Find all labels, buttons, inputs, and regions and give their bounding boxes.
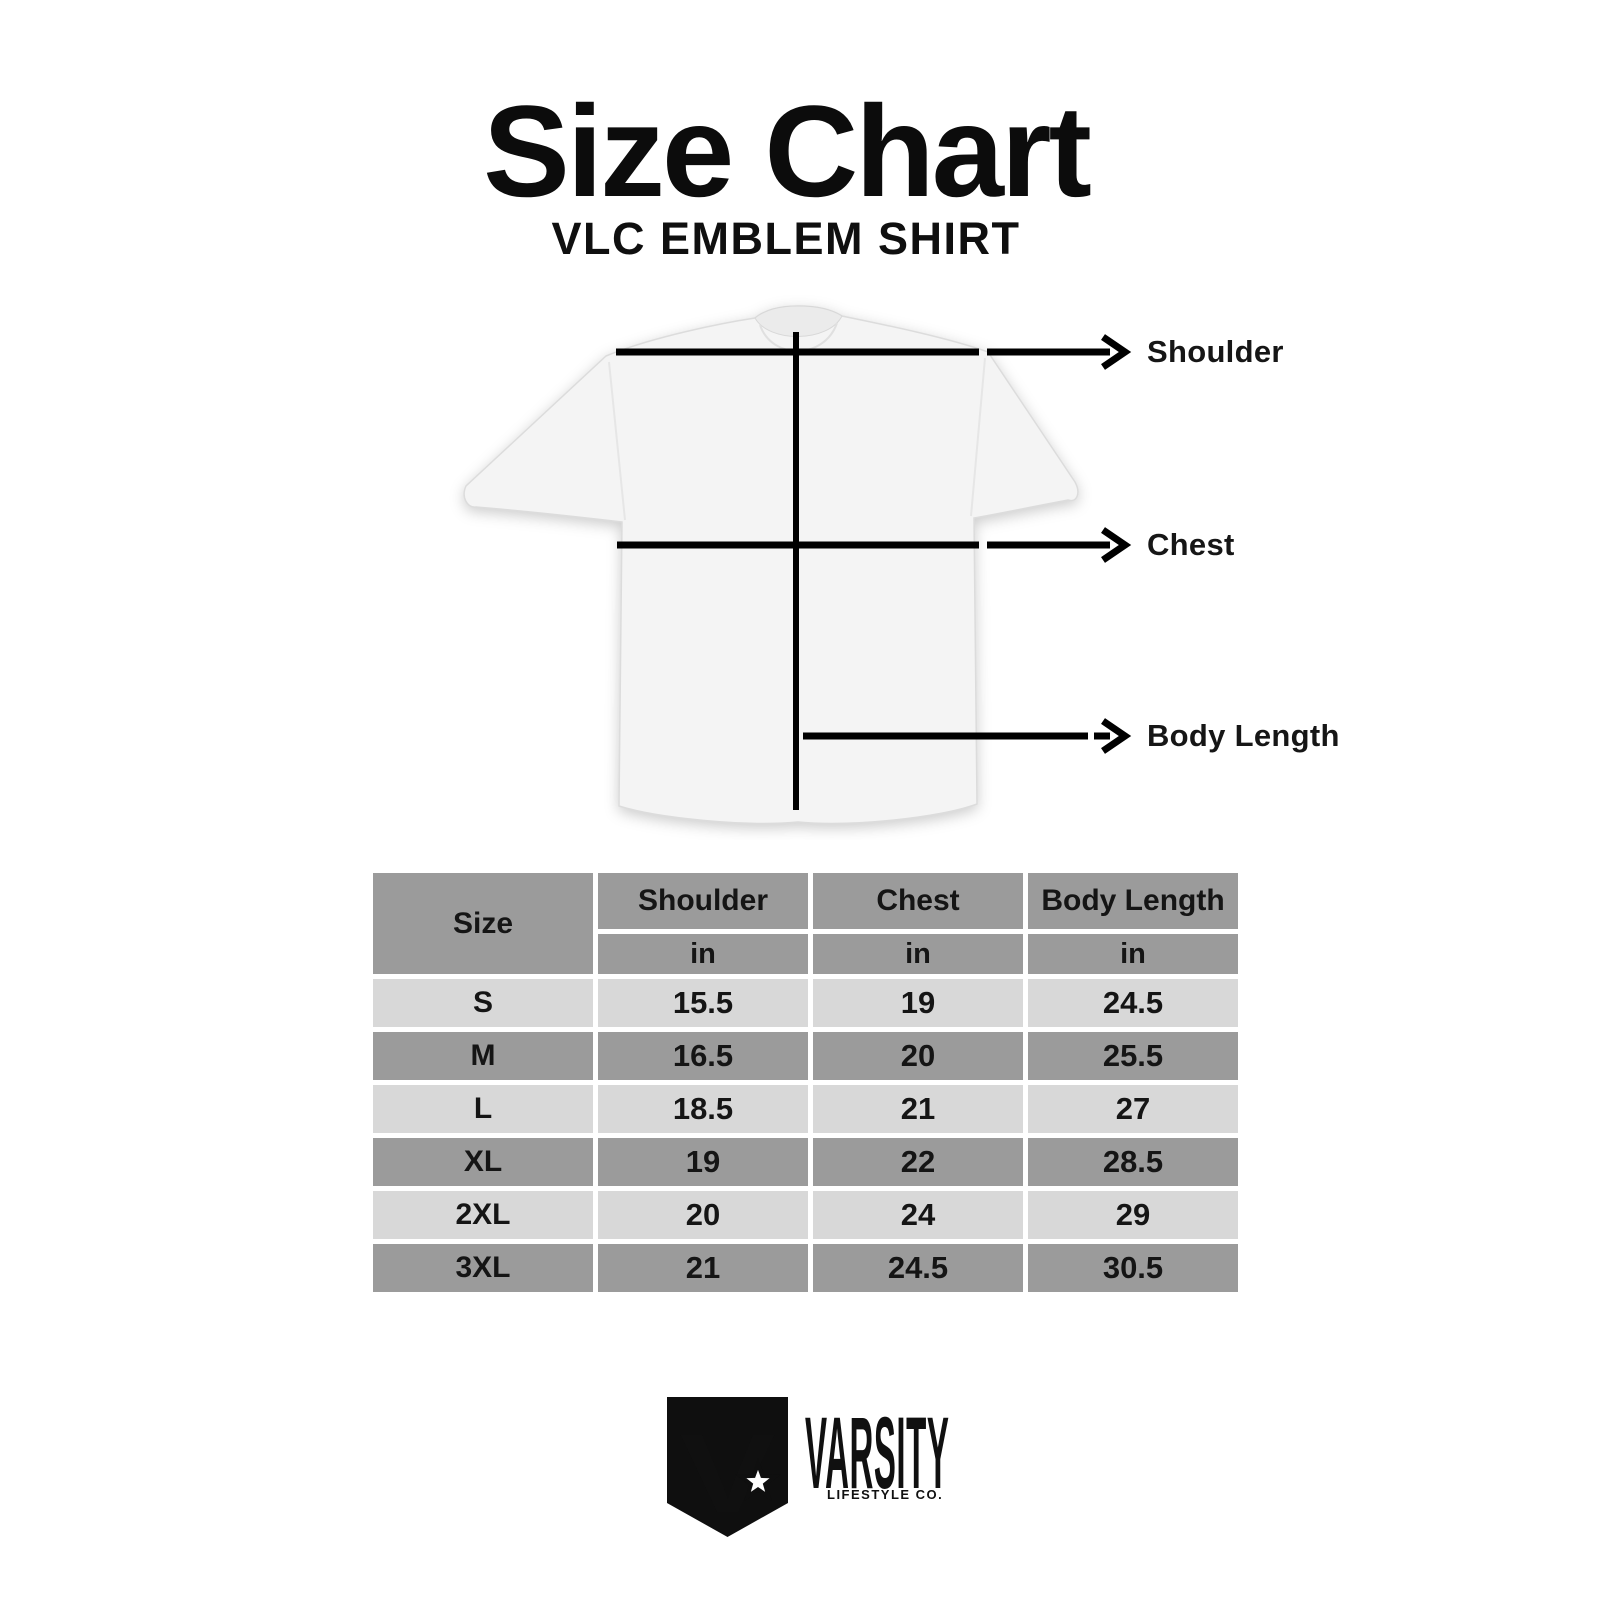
body-length-value: 30.5: [1028, 1244, 1238, 1292]
chest-value: 24.5: [813, 1244, 1023, 1292]
unit-chest: in: [813, 934, 1023, 974]
brand-logo: V VARSITY LIFESTYLE CO.: [667, 1397, 949, 1537]
body-length-value: 25.5: [1028, 1032, 1238, 1080]
chest-arrowhead-icon: [1101, 527, 1132, 563]
logo-tagline-text: LIFESTYLE CO.: [827, 1487, 943, 1502]
table-row-m: M 16.5 20 25.5: [373, 1032, 1238, 1080]
table-row-3xl: 3XL 21 24.5 30.5: [373, 1244, 1238, 1292]
shoulder-value: 15.5: [598, 979, 808, 1027]
right-sleeve-seam: [970, 357, 986, 517]
size-cell: XL: [373, 1138, 593, 1186]
size-cell: 2XL: [373, 1191, 593, 1239]
table-row-l: L 18.5 21 27: [373, 1085, 1238, 1133]
table-unit-row: in in in: [373, 934, 1238, 974]
table-row-2xl: 2XL 20 24 29: [373, 1191, 1238, 1239]
chest-value: 24: [813, 1191, 1023, 1239]
col-header-chest: Chest: [813, 873, 1023, 929]
logo-brand-text: VARSITY: [805, 1397, 949, 1511]
page-subtitle: VLC EMBLEM SHIRT: [551, 213, 1021, 264]
body-length-arrowhead-icon: [1101, 718, 1132, 754]
tshirt-silhouette: [463, 305, 1079, 825]
tshirt-measurement-diagram: [463, 305, 1132, 825]
body-length-label: Body Length: [1147, 718, 1340, 753]
unit-body-length: in: [1028, 934, 1238, 974]
logo-star-icon: [735, 1458, 781, 1502]
size-cell: M: [373, 1032, 593, 1080]
chest-value: 22: [813, 1138, 1023, 1186]
tshirt-graphic: [463, 305, 1079, 825]
col-header-shoulder: Shoulder: [598, 873, 808, 929]
chest-value: 19: [813, 979, 1023, 1027]
body-length-measure-line: [803, 718, 1132, 754]
size-table-wrap: Size Shoulder Chest Body Length in in in…: [368, 868, 1243, 1297]
shoulder-value: 18.5: [598, 1085, 808, 1133]
chest-measure-line: [617, 527, 1132, 563]
unit-shoulder: in: [598, 934, 808, 974]
table-row-s: S 15.5 19 24.5: [373, 979, 1238, 1027]
table-row-xl: XL 19 22 28.5: [373, 1138, 1238, 1186]
chest-value: 21: [813, 1085, 1023, 1133]
shoulder-value: 20: [598, 1191, 808, 1239]
shoulder-arrowhead-icon: [1101, 334, 1132, 370]
body-length-value: 28.5: [1028, 1138, 1238, 1186]
logo-shield: [667, 1397, 788, 1537]
collar: [754, 305, 843, 337]
shoulder-label: Shoulder: [1147, 334, 1284, 369]
size-cell: S: [373, 979, 593, 1027]
table-header-row: Size Shoulder Chest Body Length: [373, 873, 1238, 974]
size-cell: 3XL: [373, 1244, 593, 1292]
col-header-body-length: Body Length: [1028, 873, 1238, 929]
shoulder-value: 16.5: [598, 1032, 808, 1080]
body-length-value: 24.5: [1028, 979, 1238, 1027]
shoulder-value: 21: [598, 1244, 808, 1292]
shoulder-measure-line: [616, 334, 1132, 370]
col-header-size: Size: [373, 873, 593, 974]
page-title: Size Chart: [483, 78, 1092, 224]
chest-value: 20: [813, 1032, 1023, 1080]
left-sleeve-seam: [608, 361, 626, 521]
body-length-value: 27: [1028, 1085, 1238, 1133]
shoulder-value: 19: [598, 1138, 808, 1186]
size-cell: L: [373, 1085, 593, 1133]
body-length-value: 29: [1028, 1191, 1238, 1239]
size-table: Size Shoulder Chest Body Length in in in…: [368, 868, 1243, 1297]
chest-label: Chest: [1147, 527, 1235, 562]
